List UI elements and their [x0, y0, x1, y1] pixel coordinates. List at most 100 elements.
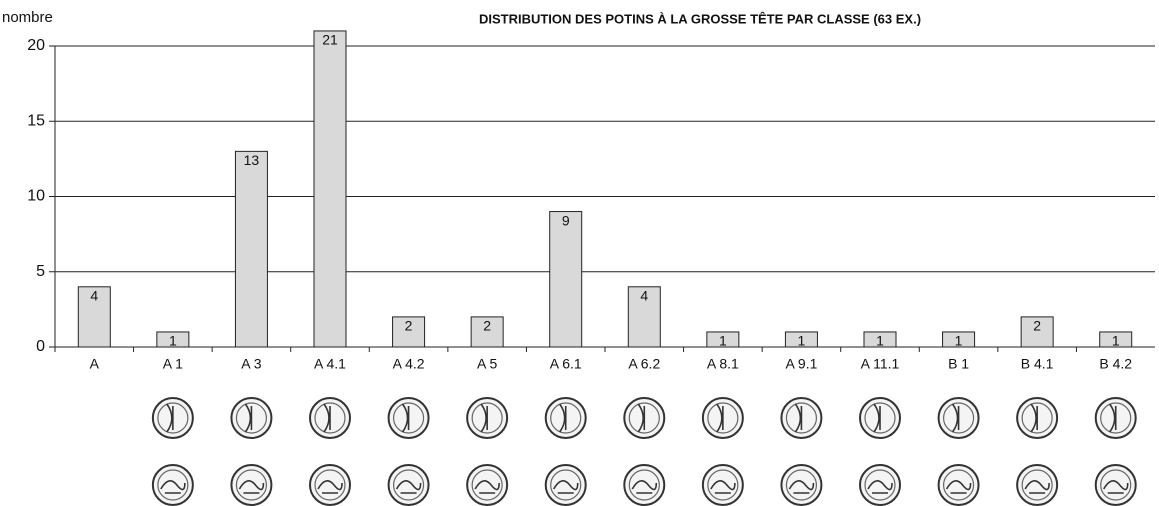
coin-illustration: [474, 480, 500, 494]
coin-illustration: [559, 403, 567, 433]
coin-illustration: [471, 402, 503, 434]
bar: [863, 331, 897, 348]
coin-illustration: [873, 403, 881, 433]
coin-illustration: [244, 403, 253, 433]
bar: [313, 30, 347, 348]
coin-illustration: [1024, 480, 1050, 494]
x-tick-label: B 4.2: [1099, 356, 1132, 372]
value-label: 1: [1112, 333, 1120, 349]
coin-illustration: [631, 480, 658, 494]
coin-illustration: [314, 402, 346, 434]
bar: [234, 150, 268, 348]
coin-illustration: [707, 469, 739, 501]
coin-illustration: [1100, 402, 1132, 434]
value-label: 4: [640, 288, 648, 304]
y-tick-label: 20: [27, 37, 45, 54]
coin-illustration: [238, 480, 265, 494]
coin-illustration: [864, 469, 896, 501]
value-label: 13: [244, 152, 260, 168]
coin-illustration: [317, 480, 343, 494]
y-tick-label: 15: [27, 112, 45, 129]
coin-illustration: [942, 469, 975, 501]
value-label: 9: [562, 212, 570, 228]
x-tick-label: A 8.1: [707, 356, 739, 372]
coin-illustration: [309, 464, 351, 506]
coin-illustration: [859, 464, 901, 506]
value-label: 2: [405, 318, 413, 334]
coin-illustration: [392, 469, 425, 501]
coin-illustration: [867, 480, 893, 494]
coin-illustration: [387, 464, 430, 506]
coin-illustration: [550, 402, 582, 434]
coin-illustration: [401, 403, 410, 433]
coin-illustration: [707, 402, 739, 434]
x-tick-label: A 9.1: [785, 356, 817, 372]
coin-illustration: [235, 469, 268, 501]
coin-illustration: [942, 402, 975, 434]
coin-illustration: [785, 402, 818, 434]
coin-illustration: [945, 480, 972, 494]
coin-illustration: [785, 469, 818, 501]
x-tick-label: A 4.2: [393, 356, 425, 372]
coin-illustration: [864, 402, 896, 434]
value-label: 4: [90, 288, 98, 304]
value-label: 2: [1033, 318, 1041, 334]
coin-illustration: [157, 469, 189, 501]
bar: [392, 316, 426, 348]
coin-illustration: [716, 403, 724, 433]
coin-illustration: [544, 464, 587, 506]
value-label: 1: [169, 333, 177, 349]
bar: [706, 331, 740, 348]
value-label: 1: [955, 333, 963, 349]
coin-illustration: [1100, 469, 1132, 501]
value-label: 1: [798, 333, 806, 349]
coin-illustration: [550, 469, 582, 501]
coin-illustration: [701, 464, 744, 506]
coin-illustration: [553, 480, 579, 494]
coin-illustration: [780, 464, 823, 506]
coin-illustration: [480, 403, 488, 433]
y-tick-label: 10: [27, 188, 45, 205]
coin-illustration: [323, 403, 331, 433]
value-label: 21: [322, 32, 338, 48]
coin-illustration: [151, 464, 194, 506]
coin-illustration: [471, 469, 503, 501]
coin-illustration: [235, 402, 268, 434]
x-tick-label: A: [90, 356, 100, 372]
bar: [156, 331, 190, 348]
coin-illustration: [710, 480, 736, 494]
coin-illustration: [466, 464, 509, 506]
coin-illustration: [623, 464, 666, 506]
coin-illustration: [628, 402, 660, 434]
coin-illustration: [637, 403, 646, 433]
coin-illustration: [1109, 403, 1117, 433]
coin-illustration: [160, 480, 186, 494]
x-tick-label: A 3: [241, 356, 261, 372]
x-tick-label: A 5: [477, 356, 497, 372]
x-tick-label: A 6.1: [550, 356, 582, 372]
bar: [1099, 331, 1133, 348]
coin-illustration: [166, 403, 174, 433]
coin-illustration: [1103, 480, 1129, 494]
y-tick-label: 5: [36, 263, 45, 280]
coin-illustration: [788, 480, 815, 494]
bar: [627, 286, 661, 348]
value-label: 2: [483, 318, 491, 334]
value-label: 1: [876, 333, 884, 349]
y-tick-label: 0: [36, 338, 45, 355]
chart-title: DISTRIBUTION DES POTINS À LA GROSSE TÊTE…: [479, 11, 921, 26]
coin-illustration: [1030, 403, 1038, 433]
bar: [470, 316, 504, 348]
x-tick-label: A 4.1: [314, 356, 346, 372]
coin-illustration: [1021, 469, 1053, 501]
coin-illustration: [628, 469, 660, 501]
x-tick-label: B 1: [948, 356, 969, 372]
coin-illustration: [392, 402, 425, 434]
coin-illustration: [395, 480, 422, 494]
bar: [942, 331, 976, 348]
bar: [1020, 316, 1054, 348]
x-tick-label: A 1: [163, 356, 183, 372]
coin-illustration: [1094, 464, 1137, 506]
coin-illustration: [794, 403, 803, 433]
